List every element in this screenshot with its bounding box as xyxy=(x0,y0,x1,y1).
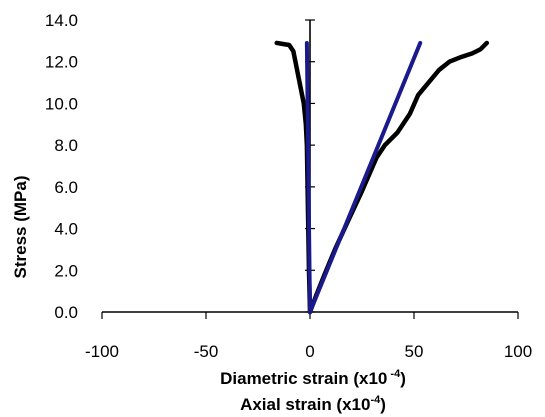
x-axis-title-diametric: Diametric strain (x10 -4) xyxy=(220,368,406,388)
x-axis: -100 -50 0 50 100 xyxy=(85,311,532,361)
x-tick-label: -100 xyxy=(85,342,119,361)
y-tick-label: 4.0 xyxy=(54,220,78,239)
axial-linear-fit-line xyxy=(308,40,423,314)
x-tick-label: 100 xyxy=(504,342,532,361)
x-axis-title-axial-prefix: Axial strain (x10 xyxy=(240,395,370,414)
y-tick-label: 10.0 xyxy=(45,94,78,113)
x-tick-label: 50 xyxy=(405,342,424,361)
y-tick-label: 0.0 xyxy=(54,303,78,322)
y-tick-label: 6.0 xyxy=(54,178,78,197)
diametric-linear-fit-line xyxy=(304,40,312,314)
x-axis-title-diametric-suffix: ) xyxy=(400,369,406,388)
plot-series xyxy=(274,40,490,315)
y-axis: 0.0 2.0 4.0 6.0 8.0 10.0 12.0 14.0 xyxy=(45,11,315,322)
x-axis-title-diametric-prefix: Diametric strain (x10 xyxy=(220,369,387,388)
x-axis-title-axial: Axial strain (x10-4) xyxy=(240,394,386,414)
x-tick-label: 0 xyxy=(305,342,314,361)
x-tick-label: -50 xyxy=(194,342,219,361)
x-axis-title-diametric-superscript: -4 xyxy=(387,368,401,380)
y-tick-label: 12.0 xyxy=(45,53,78,72)
y-tick-label: 2.0 xyxy=(54,261,78,280)
x-axis-title-axial-suffix: ) xyxy=(380,395,386,414)
axial-data-line xyxy=(307,40,490,315)
y-axis-title: Stress (MPa) xyxy=(11,176,30,279)
x-axis-title-axial-superscript: -4 xyxy=(370,394,381,406)
diametric-data-line xyxy=(274,40,313,315)
y-tick-label: 14.0 xyxy=(45,11,78,30)
y-tick-label: 8.0 xyxy=(54,136,78,155)
